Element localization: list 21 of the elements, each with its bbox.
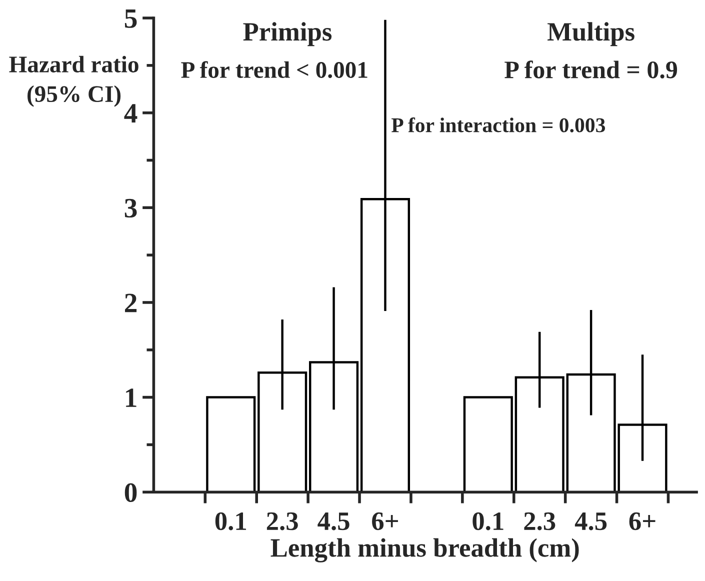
bar (206, 396, 256, 492)
y-tick-label: 2 (124, 294, 137, 312)
y-tick-label: 3 (124, 198, 137, 218)
bar (463, 396, 513, 492)
x-tick-label: 4.5 (318, 512, 350, 530)
y-tick-label: 5 (124, 9, 137, 28)
y-tick-label: 0 (124, 483, 137, 502)
annotation: Multips (548, 22, 634, 46)
x-tick-label: 0.1 (215, 512, 246, 530)
annotation: Primips (243, 22, 332, 46)
x-tick-label: 6+ (372, 512, 398, 530)
x-tick-label: 0.1 (472, 512, 504, 530)
annotation: P for trend < 0.001 (181, 61, 368, 78)
x-tick-label: 2.3 (266, 512, 298, 530)
x-tick-label: 6+ (629, 512, 656, 530)
x-axis-title: Length minus breadth (cm) (270, 538, 579, 562)
annotation: P for trend = 0.9 (504, 60, 678, 78)
y-tick-label: 1 (126, 388, 136, 407)
annotation: P for interaction = 0.003 (391, 117, 606, 132)
x-tick-label: 2.3 (524, 512, 556, 530)
x-tick-label: 4.5 (574, 512, 607, 530)
